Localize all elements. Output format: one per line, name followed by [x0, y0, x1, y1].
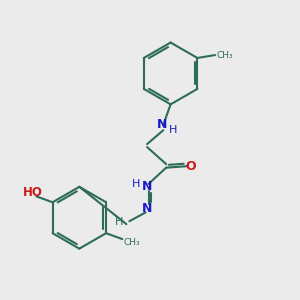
Text: O: O — [185, 160, 196, 173]
Text: HO: HO — [23, 186, 43, 199]
Text: CH₃: CH₃ — [124, 238, 140, 247]
Text: N: N — [142, 202, 152, 214]
Text: H: H — [115, 217, 123, 227]
Text: CH₃: CH₃ — [217, 50, 233, 59]
Text: H: H — [132, 179, 140, 189]
Text: H: H — [169, 125, 178, 135]
Text: N: N — [142, 180, 152, 193]
Text: N: N — [157, 118, 167, 131]
